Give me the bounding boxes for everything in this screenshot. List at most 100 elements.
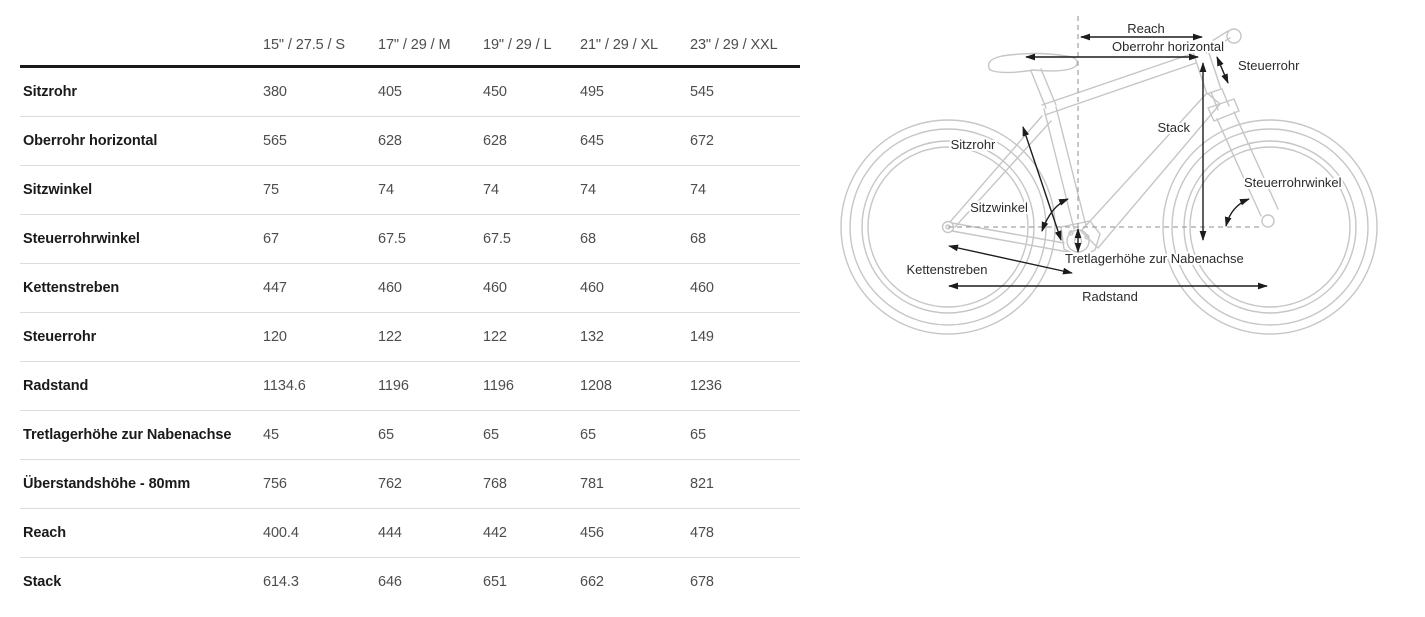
cell-value: 628 bbox=[483, 116, 580, 166]
column-header: 17" / 29 / M bbox=[378, 25, 483, 68]
cell-value: 821 bbox=[690, 459, 800, 509]
row-label: Sitzwinkel bbox=[20, 165, 263, 215]
table-row: Sitzrohr 380 405 450 495 545 bbox=[20, 66, 800, 117]
column-header: 23" / 29 / XXL bbox=[690, 25, 800, 68]
cell-value: 67 bbox=[263, 214, 378, 264]
cell-value: 68 bbox=[690, 214, 800, 264]
cell-value: 762 bbox=[378, 459, 483, 509]
kettenstreben-arrow bbox=[948, 244, 1073, 275]
table-row: Kettenstreben 447 460 460 460 460 bbox=[20, 263, 800, 313]
steuerrohrwinkel-arc bbox=[1224, 198, 1250, 227]
cell-value: 678 bbox=[690, 574, 714, 590]
table-row: Überstandshöhe - 80mm 756 762 768 781 82… bbox=[20, 459, 800, 509]
row-label: Überstandshöhe - 80mm bbox=[20, 459, 263, 509]
cell-value: 781 bbox=[580, 459, 690, 509]
cell-value: 442 bbox=[483, 508, 580, 558]
cell-value: 65 bbox=[580, 410, 690, 460]
sitzwinkel-arc bbox=[1041, 198, 1069, 232]
cell-value: 662 bbox=[580, 574, 604, 590]
table-row: Oberrohr horizontal 565 628 628 645 672 bbox=[20, 116, 800, 166]
kettenstreben-label: Kettenstreben bbox=[907, 262, 988, 277]
cell-value: 1196 bbox=[483, 361, 580, 411]
table-row: Sitzwinkel 75 74 74 74 74 bbox=[20, 165, 800, 215]
diagram-labels: Reach Oberrohr horizontal Steuerrohr Sta… bbox=[905, 19, 1344, 306]
cell-value: 74 bbox=[483, 165, 580, 215]
row-label: Steuerrohr bbox=[20, 312, 263, 362]
steuerrohr-arrow bbox=[1216, 56, 1229, 84]
cell-value: 478 bbox=[690, 508, 800, 558]
row-label: Sitzrohr bbox=[20, 66, 263, 117]
cell-value: 1196 bbox=[378, 361, 483, 411]
cell-value: 400.4 bbox=[263, 508, 378, 558]
table-row: Reach 400.4 444 442 456 478 bbox=[20, 508, 800, 558]
frame bbox=[949, 28, 1279, 258]
cell-value: 65 bbox=[690, 410, 800, 460]
cell-value: 628 bbox=[378, 116, 483, 166]
cell-value: 120 bbox=[263, 312, 378, 362]
cell-value: 45 bbox=[263, 410, 378, 460]
cell-value: 1208 bbox=[580, 361, 690, 411]
steuerrohr-label: Steuerrohr bbox=[1238, 58, 1300, 73]
row-label: Stack bbox=[23, 574, 62, 590]
row-label: Tretlagerhöhe zur Nabenachse bbox=[20, 410, 263, 460]
cell-value: 447 bbox=[263, 263, 378, 313]
sitzwinkel-label: Sitzwinkel bbox=[970, 200, 1028, 215]
cell-value: 545 bbox=[690, 66, 800, 117]
corner-cell bbox=[20, 25, 263, 68]
measurement-arrows bbox=[948, 33, 1268, 290]
row-label: Radstand bbox=[20, 361, 263, 411]
cell-value: 74 bbox=[690, 165, 800, 215]
column-header: 15" / 27.5 / S bbox=[263, 25, 378, 68]
cell-value: 1236 bbox=[690, 361, 800, 411]
cell-value: 646 bbox=[378, 574, 402, 590]
cell-value: 460 bbox=[690, 263, 800, 313]
cell-value: 68 bbox=[580, 214, 690, 264]
cell-value: 645 bbox=[580, 116, 690, 166]
cell-value: 614.3 bbox=[263, 574, 299, 590]
table-row: Radstand 1134.6 1196 1196 1208 1236 bbox=[20, 361, 800, 411]
cell-value: 450 bbox=[483, 66, 580, 117]
cell-value: 495 bbox=[580, 66, 690, 117]
cell-value: 768 bbox=[483, 459, 580, 509]
row-label: Oberrohr horizontal bbox=[20, 116, 263, 166]
tretlagerhoehe-label: Tretlagerhöhe zur Nabenachse bbox=[1065, 251, 1244, 266]
row-label: Steuerrohrwinkel bbox=[20, 214, 263, 264]
table-row: Tretlagerhöhe zur Nabenachse 45 65 65 65… bbox=[20, 410, 800, 460]
stack-label: Stack bbox=[1157, 120, 1190, 135]
table-row: Stack 614.3 646 651 662 678 bbox=[20, 558, 800, 607]
cell-value: 122 bbox=[378, 312, 483, 362]
radstand-label: Radstand bbox=[1082, 289, 1138, 304]
column-header: 19" / 29 / L bbox=[483, 25, 580, 68]
geometry-diagram: Reach Oberrohr horizontal Steuerrohr Sta… bbox=[840, 16, 1378, 335]
cell-value: 565 bbox=[263, 116, 378, 166]
row-label: Kettenstreben bbox=[20, 263, 263, 313]
cell-value: 672 bbox=[690, 116, 800, 166]
cell-value: 75 bbox=[263, 165, 378, 215]
cell-value: 1134.6 bbox=[263, 361, 378, 411]
cell-value: 651 bbox=[483, 574, 507, 590]
sitzrohr-label: Sitzrohr bbox=[951, 137, 996, 152]
cell-value: 380 bbox=[263, 66, 378, 117]
cell-value: 460 bbox=[483, 263, 580, 313]
cell-value: 456 bbox=[580, 508, 690, 558]
cell-value: 65 bbox=[378, 410, 483, 460]
cell-value: 122 bbox=[483, 312, 580, 362]
cell-value: 756 bbox=[263, 459, 378, 509]
cell-value: 405 bbox=[378, 66, 483, 117]
cell-value: 444 bbox=[378, 508, 483, 558]
cell-value: 67.5 bbox=[378, 214, 483, 264]
sitzrohr-arrow bbox=[1022, 126, 1062, 241]
cell-value: 460 bbox=[580, 263, 690, 313]
cell-value: 460 bbox=[378, 263, 483, 313]
reach-label: Reach bbox=[1127, 21, 1165, 36]
cell-value: 149 bbox=[690, 312, 800, 362]
geometry-table: 15" / 27.5 / S 17" / 29 / M 19" / 29 / L… bbox=[20, 25, 800, 606]
table-row: Steuerrohrwinkel 67 67.5 67.5 68 68 bbox=[20, 214, 800, 264]
column-header: 21" / 29 / XL bbox=[580, 25, 690, 68]
cell-value: 74 bbox=[580, 165, 690, 215]
cell-value: 74 bbox=[378, 165, 483, 215]
oberrohr-label: Oberrohr horizontal bbox=[1112, 39, 1224, 54]
cell-value: 132 bbox=[580, 312, 690, 362]
row-label: Reach bbox=[20, 508, 263, 558]
